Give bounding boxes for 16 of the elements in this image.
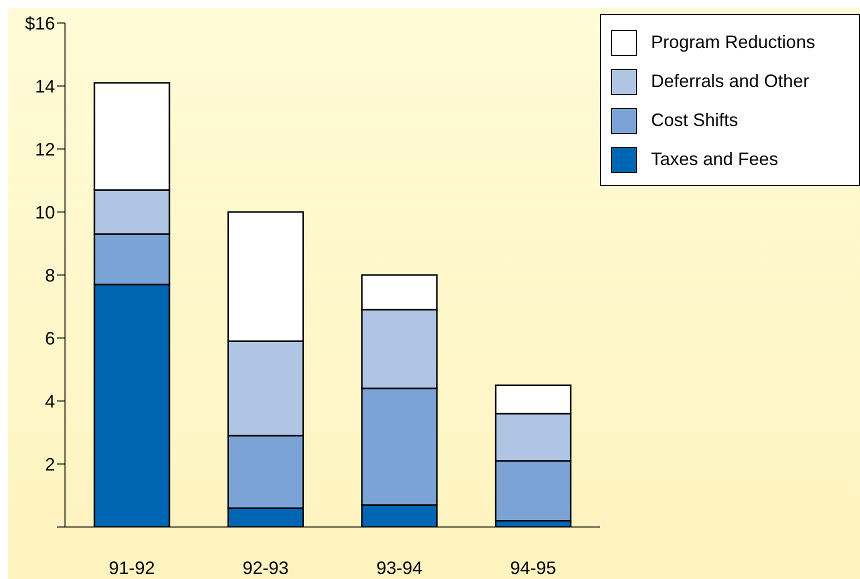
y-tick-label: 12 — [34, 139, 55, 160]
legend-label: Taxes and Fees — [651, 149, 778, 170]
y-tick-label: $16 — [24, 13, 55, 34]
y-tick-label: 10 — [34, 202, 55, 222]
y-tick-label: 8 — [44, 265, 55, 286]
y-tick-label: 14 — [34, 76, 55, 96]
legend-label: Deferrals and Other — [651, 71, 810, 92]
legend-label: Program Reductions — [651, 32, 816, 53]
x-tick-label: 92-93 — [242, 558, 289, 578]
y-tick-label: 6 — [44, 328, 55, 348]
x-tick-label: 94-95 — [510, 558, 556, 578]
x-tick-label: 91-92 — [108, 558, 155, 578]
legend-label: Cost Shifts — [651, 110, 738, 131]
x-tick-label: 93-94 — [376, 558, 422, 578]
y-tick-label: 2 — [44, 454, 55, 474]
y-tick-label: 4 — [44, 391, 55, 412]
